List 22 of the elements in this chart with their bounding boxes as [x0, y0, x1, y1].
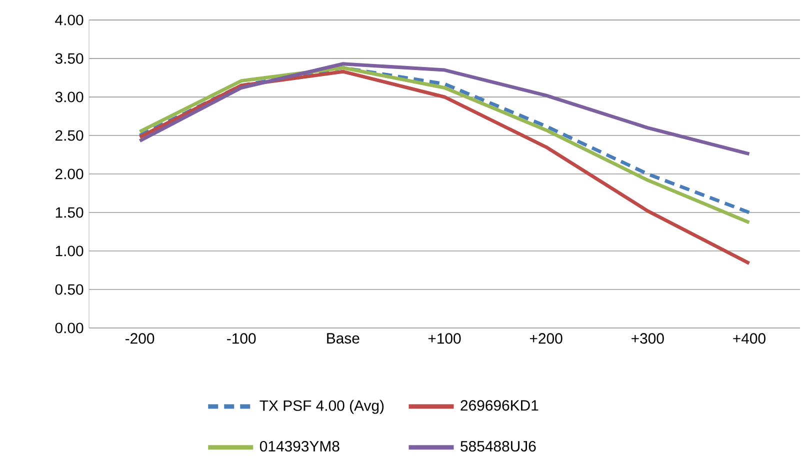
- y-tick-label: 0.50: [55, 284, 84, 295]
- line-series: [138, 62, 751, 156]
- y-tick-label: 1.50: [56, 207, 84, 218]
- y-tick-label: 1.00: [56, 246, 84, 256]
- y-tick-label: 0.00: [55, 322, 84, 334]
- y-tick-label: 3.50: [55, 53, 84, 64]
- x-tick-label: +100: [428, 333, 461, 344]
- y-tick-label: 2.00: [55, 168, 84, 180]
- x-tick-label: +400: [733, 333, 766, 344]
- line-series: [138, 70, 751, 266]
- x-tick-label: Base: [327, 333, 360, 344]
- x-tick-label: -200: [125, 333, 154, 344]
- y-tick-label: 2.50: [55, 130, 84, 141]
- x-tick-label: +300: [632, 333, 664, 344]
- legend-label: 585488UJ6: [460, 440, 536, 452]
- legend-label: 269696KD1: [460, 400, 538, 411]
- legend-label: 014393YM8: [260, 440, 340, 452]
- x-tick-label: +200: [530, 333, 562, 344]
- y-tick-label: 3.00: [55, 92, 84, 102]
- x-tick-label: -100: [227, 333, 256, 344]
- y-tick-label: 4.00: [55, 14, 84, 26]
- legend-label: TX PSF 4.00 (Avg): [260, 400, 384, 414]
